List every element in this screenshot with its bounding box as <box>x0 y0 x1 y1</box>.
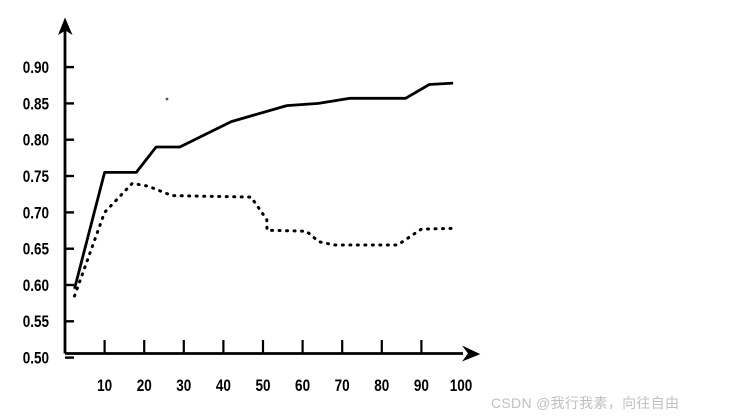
svg-text:10: 10 <box>97 377 112 396</box>
svg-text:0.70: 0.70 <box>23 204 49 223</box>
svg-text:100: 100 <box>450 377 473 396</box>
svg-text:40: 40 <box>216 377 231 396</box>
svg-text:0.60: 0.60 <box>23 277 49 296</box>
svg-text:0.75: 0.75 <box>23 168 49 187</box>
svg-text:20: 20 <box>137 377 152 396</box>
svg-text:0.90: 0.90 <box>23 59 49 78</box>
svg-text:0.65: 0.65 <box>23 240 49 259</box>
svg-text:80: 80 <box>374 377 389 396</box>
svg-text:0.80: 0.80 <box>23 131 49 150</box>
svg-text:60: 60 <box>295 377 310 396</box>
svg-text:0.50: 0.50 <box>23 349 49 368</box>
svg-text:50: 50 <box>255 377 270 396</box>
svg-text:90: 90 <box>414 377 429 396</box>
svg-text:30: 30 <box>176 377 191 396</box>
svg-text:0.85: 0.85 <box>23 95 49 114</box>
svg-text:0.55: 0.55 <box>23 313 49 332</box>
svg-text:70: 70 <box>335 377 350 396</box>
